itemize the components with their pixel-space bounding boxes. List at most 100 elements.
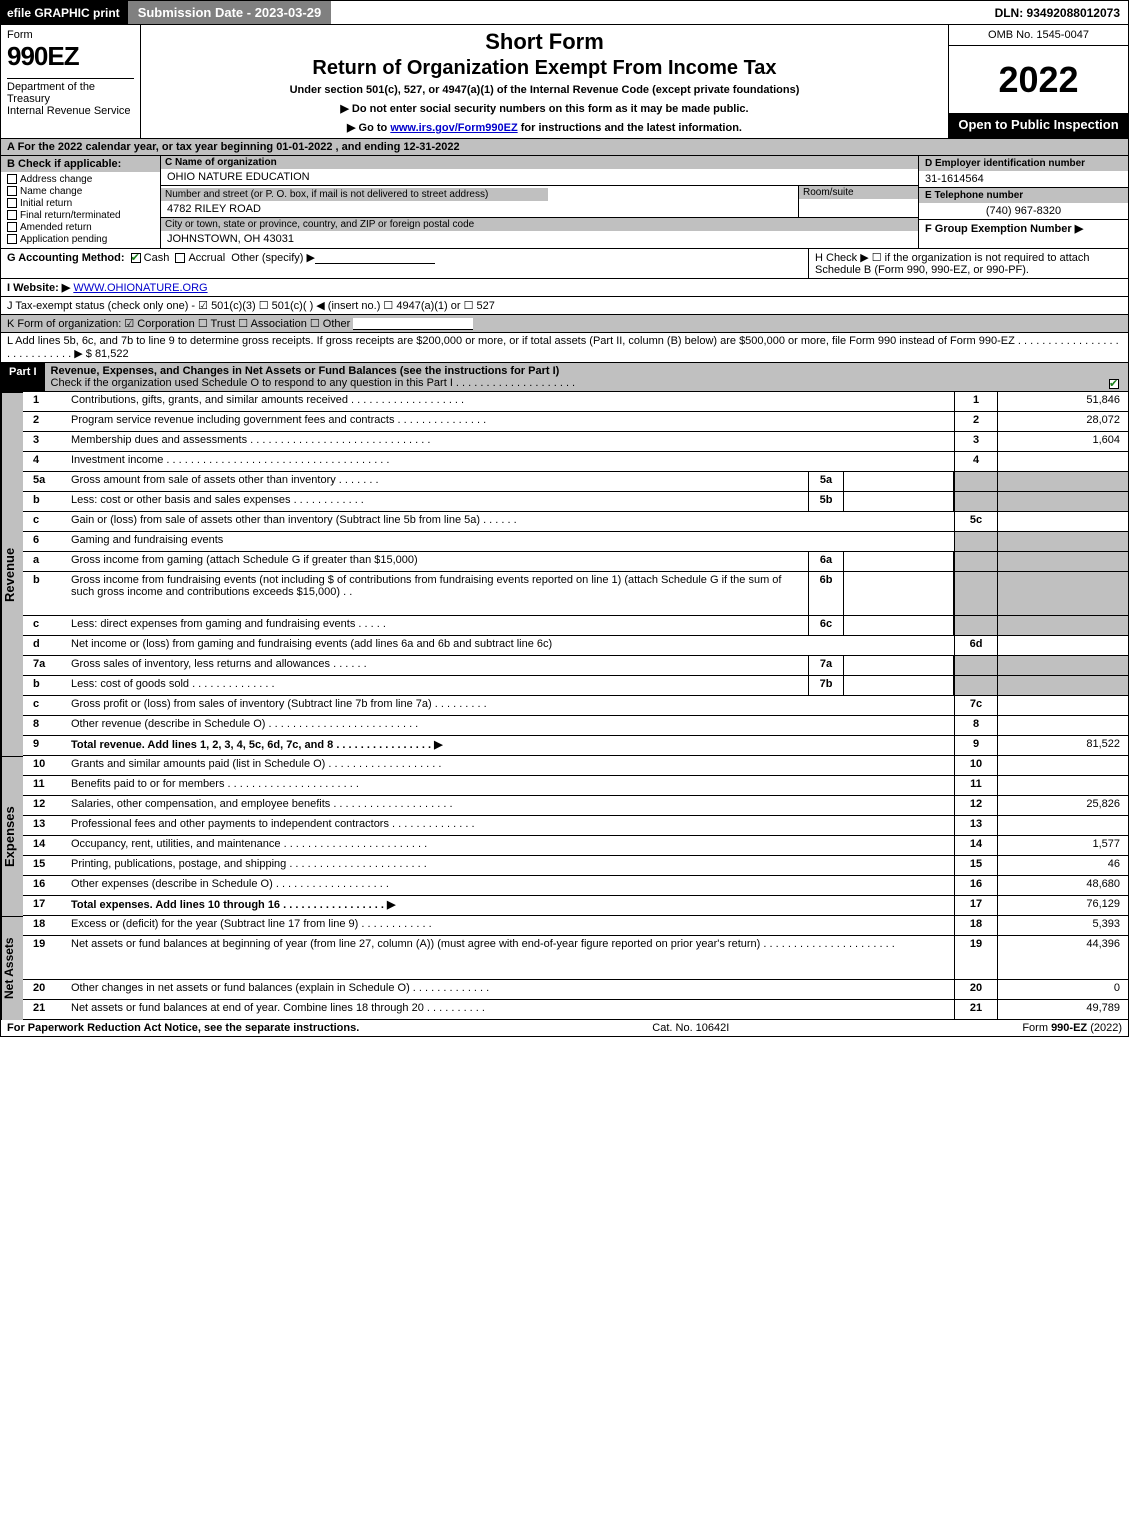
org-name-row: C Name of organization OHIO NATURE EDUCA… [161, 156, 918, 186]
mini-line-value [844, 676, 954, 695]
row-j-text: J Tax-exempt status (check only one) - ☑… [7, 300, 495, 312]
row-l-amount: 81,522 [95, 348, 129, 360]
other-specify-input[interactable] [315, 252, 435, 264]
line-a-calendar-year: A For the 2022 calendar year, or tax yea… [0, 139, 1129, 156]
line-ref: 19 [954, 936, 998, 979]
dept-line2: Internal Revenue Service [7, 105, 131, 117]
line-value [998, 656, 1128, 675]
mini-line-number: 7a [808, 656, 844, 675]
efile-print[interactable]: efile GRAPHIC print [1, 1, 126, 24]
line-number: c [23, 696, 67, 715]
line-value [998, 472, 1128, 491]
line-ref: 11 [954, 776, 998, 795]
line-value [998, 716, 1128, 735]
rev-line-a: aGross income from gaming (attach Schedu… [23, 552, 1128, 572]
part1-schedule-o-check[interactable] [1109, 379, 1119, 389]
line-value [998, 512, 1128, 531]
line-value: 44,396 [998, 936, 1128, 979]
mini-line-value [844, 572, 954, 615]
chk-final-return[interactable]: Final return/terminated [7, 210, 154, 221]
line-number: 1 [23, 392, 67, 411]
line-ref: 14 [954, 836, 998, 855]
mini-line-value [844, 472, 954, 491]
line-ref: 13 [954, 816, 998, 835]
line-description: Other changes in net assets or fund bala… [67, 980, 954, 999]
website-link[interactable]: WWW.OHIONATURE.ORG [73, 282, 207, 294]
line-description: Gain or (loss) from sale of assets other… [67, 512, 954, 531]
part1-label: Part I [1, 363, 45, 391]
row-k: K Form of organization: ☑ Corporation ☐ … [0, 315, 1129, 333]
mini-line-number: 7b [808, 676, 844, 695]
irs-link[interactable]: www.irs.gov/Form990EZ [390, 122, 517, 134]
line-description: Gross income from gaming (attach Schedul… [67, 552, 808, 571]
line-ref: 18 [954, 916, 998, 935]
phone-value: (740) 967-8320 [919, 203, 1128, 219]
line-description: Occupancy, rent, utilities, and maintena… [67, 836, 954, 855]
line-ref: 3 [954, 432, 998, 451]
line-ref: 7c [954, 696, 998, 715]
line-ref: 10 [954, 756, 998, 775]
line-number: 8 [23, 716, 67, 735]
return-title: Return of Organization Exempt From Incom… [149, 57, 940, 80]
chk-amended-return-label: Amended return [20, 222, 92, 233]
line-description: Printing, publications, postage, and shi… [67, 856, 954, 875]
chk-name-change[interactable]: Name change [7, 186, 154, 197]
mini-line-number: 6b [808, 572, 844, 615]
line-ref [954, 656, 998, 675]
line-value: 76,129 [998, 896, 1128, 915]
line-value: 5,393 [998, 916, 1128, 935]
line-ref [954, 572, 998, 615]
form-number: 990EZ [7, 41, 134, 72]
goto-line: ▶ Go to www.irs.gov/Form990EZ for instru… [149, 121, 940, 134]
chk-accrual[interactable] [175, 253, 185, 263]
line-ref [954, 492, 998, 511]
line-value: 0 [998, 980, 1128, 999]
line-ref: 15 [954, 856, 998, 875]
submission-date: Submission Date - 2023-03-29 [126, 1, 332, 24]
chk-application-pending[interactable]: Application pending [7, 234, 154, 245]
line-ref: 20 [954, 980, 998, 999]
line-number: 11 [23, 776, 67, 795]
row-h: H Check ▶ ☐ if the organization is not r… [808, 249, 1128, 278]
line-number: 3 [23, 432, 67, 451]
netassets-rows: 18Excess or (deficit) for the year (Subt… [23, 916, 1128, 1020]
line-value [998, 756, 1128, 775]
line-description: Grants and similar amounts paid (list in… [67, 756, 954, 775]
line-number: c [23, 512, 67, 531]
footer-right-pre: Form [1022, 1022, 1051, 1034]
row-k-other-input[interactable] [353, 318, 473, 330]
street-row: Number and street (or P. O. box, if mail… [161, 186, 918, 218]
line-number: 13 [23, 816, 67, 835]
line-a-text: A For the 2022 calendar year, or tax yea… [7, 141, 460, 153]
line-description: Less: cost or other basis and sales expe… [67, 492, 808, 511]
rev-line-c: cLess: direct expenses from gaming and f… [23, 616, 1128, 636]
line-number: 14 [23, 836, 67, 855]
exp-line-17: 17Total expenses. Add lines 10 through 1… [23, 896, 1128, 916]
line-ref [954, 472, 998, 491]
dln: DLN: 93492088012073 [987, 1, 1128, 24]
rev-line-c: cGain or (loss) from sale of assets othe… [23, 512, 1128, 532]
rev-line-9: 9Total revenue. Add lines 1, 2, 3, 4, 5c… [23, 736, 1128, 756]
footer-right: Form 990-EZ (2022) [1022, 1022, 1122, 1034]
chk-address-change[interactable]: Address change [7, 174, 154, 185]
chk-address-change-label: Address change [20, 174, 92, 185]
row-l-text: L Add lines 5b, 6c, and 7b to line 9 to … [7, 335, 1119, 360]
section-def: D Employer identification number 31-1614… [918, 156, 1128, 248]
dept-line1: Department of the Treasury [7, 81, 95, 105]
chk-amended-return[interactable]: Amended return [7, 222, 154, 233]
exp-line-16: 16Other expenses (describe in Schedule O… [23, 876, 1128, 896]
line-description: Benefits paid to or for members . . . . … [67, 776, 954, 795]
chk-cash[interactable] [131, 253, 141, 263]
line-value [998, 676, 1128, 695]
ein-label: D Employer identification number [919, 156, 1128, 171]
goto-post: for instructions and the latest informat… [518, 122, 742, 134]
line-ref: 12 [954, 796, 998, 815]
line-number: 18 [23, 916, 67, 935]
rev-line-2: 2Program service revenue including gover… [23, 412, 1128, 432]
line-ref: 8 [954, 716, 998, 735]
footer-right-bold: 990-EZ [1051, 1022, 1087, 1034]
revenue-rows: 1Contributions, gifts, grants, and simil… [23, 392, 1128, 756]
line-value [998, 636, 1128, 655]
chk-initial-return[interactable]: Initial return [7, 198, 154, 209]
line-description: Less: direct expenses from gaming and fu… [67, 616, 808, 635]
